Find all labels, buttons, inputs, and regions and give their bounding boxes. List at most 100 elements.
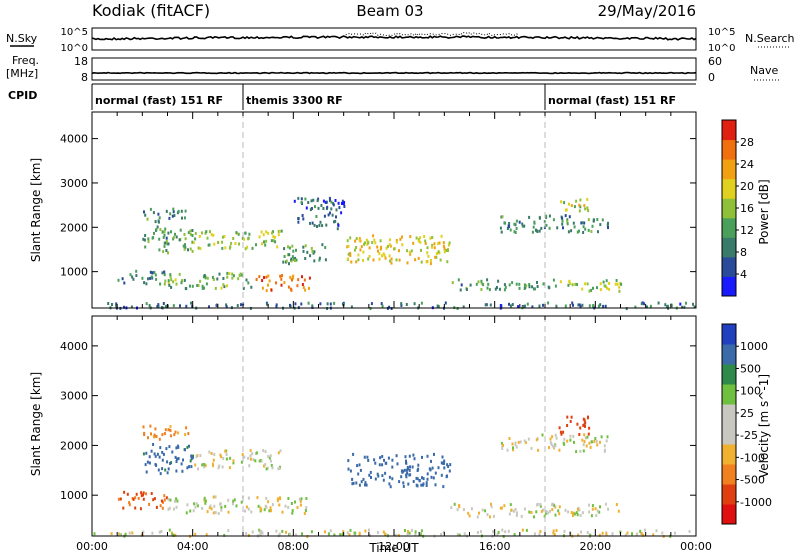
heatmap-cell (161, 271, 164, 275)
heatmap-cell (489, 303, 492, 307)
heatmap-cell (126, 492, 129, 496)
heatmap-cell (316, 225, 318, 228)
heatmap-cell (550, 442, 553, 446)
heatmap-cell (231, 276, 234, 280)
heatmap-cell (248, 464, 251, 468)
heatmap-cell (207, 243, 210, 247)
heatmap-cell (388, 238, 391, 242)
heatmap-cell (317, 206, 320, 210)
heatmap-cell (216, 277, 219, 281)
heatmap-cell (670, 304, 673, 308)
heatmap-cell (304, 197, 307, 201)
heatmap-cell (431, 243, 434, 247)
heatmap-cell (535, 510, 538, 514)
heatmap-cell (354, 531, 357, 535)
heatmap-cell (582, 443, 585, 447)
heatmap-cell (263, 508, 266, 512)
heatmap-cell (395, 239, 398, 242)
heatmap-cell (560, 200, 563, 204)
heatmap-cell (194, 463, 197, 467)
heatmap-cell (607, 507, 610, 511)
heatmap-cell (397, 533, 400, 537)
noise-sky-label: N.Sky (6, 32, 38, 45)
velocity-colorbar-label: Velocity [m s^-1] (757, 374, 771, 478)
heatmap-cell (190, 301, 193, 305)
heatmap-cell (603, 444, 606, 448)
heatmap-cell (383, 458, 385, 462)
heatmap-cell (280, 229, 283, 233)
heatmap-cell (599, 440, 601, 444)
heatmap-cell (583, 440, 586, 444)
heatmap-cell (302, 245, 305, 249)
heatmap-cell (544, 511, 547, 515)
heatmap-cell (155, 277, 158, 281)
heatmap-cell (163, 270, 166, 274)
heatmap-cell (167, 467, 170, 471)
heatmap-cell (260, 459, 263, 463)
heatmap-cell (149, 424, 152, 428)
heatmap-cell (379, 239, 382, 243)
heatmap-cell (349, 469, 352, 473)
heatmap-cell (240, 460, 243, 464)
heatmap-cell (184, 243, 186, 247)
heatmap-cell (582, 417, 585, 421)
heatmap-cell (258, 528, 261, 532)
y-tick-label: 4000 (60, 340, 88, 353)
heatmap-cell (220, 505, 223, 509)
heatmap-cell (184, 209, 187, 213)
heatmap-cell (150, 492, 153, 495)
heatmap-cell (110, 532, 113, 536)
heatmap-cell (646, 305, 648, 309)
heatmap-cell (163, 282, 166, 286)
heatmap-cell (300, 197, 303, 201)
heatmap-cell (520, 514, 523, 518)
heatmap-cell (281, 529, 284, 533)
heatmap-cell (141, 276, 144, 280)
heatmap-cell (586, 435, 589, 439)
colorbar-swatch (722, 484, 736, 505)
heatmap-cell (145, 282, 148, 286)
heatmap-cell (278, 229, 281, 233)
heatmap-cell (390, 261, 393, 265)
heatmap-cell (523, 304, 526, 308)
heatmap-cell (264, 463, 267, 466)
heatmap-cell (346, 245, 349, 249)
heatmap-cell (164, 468, 167, 472)
heatmap-cell (249, 457, 252, 461)
heatmap-cell (154, 427, 157, 431)
heatmap-cell (181, 469, 184, 473)
heatmap-cell (661, 531, 664, 535)
heatmap-cell (226, 275, 229, 279)
heatmap-cell (408, 454, 411, 458)
heatmap-cell (300, 201, 303, 204)
heatmap-cell (439, 258, 442, 262)
heatmap-cell (492, 530, 494, 534)
heatmap-cell (370, 476, 372, 479)
heatmap-cell (404, 529, 406, 532)
heatmap-cell (362, 258, 364, 262)
heatmap-cell (181, 216, 183, 220)
heatmap-cell (525, 528, 528, 532)
heatmap-cell (217, 512, 220, 515)
heatmap-cell (151, 531, 154, 535)
heatmap-cell (405, 468, 408, 472)
heatmap-cell (244, 247, 247, 251)
cpid-segments: normal (fast) 151 RF themis 3300 RF normal… (91, 84, 676, 110)
heatmap-cell (281, 510, 284, 514)
heatmap-cell (587, 218, 590, 222)
heatmap-cell (542, 303, 544, 307)
heatmap-cell (579, 198, 582, 202)
heatmap-cell (480, 288, 483, 291)
heatmap-cell (364, 483, 366, 487)
heatmap-cell (172, 507, 175, 511)
heatmap-cell (297, 220, 300, 224)
heatmap-cell (257, 504, 260, 508)
heatmap-cell (426, 246, 429, 250)
heatmap-cell (380, 302, 383, 306)
heatmap-cell (503, 283, 506, 287)
heatmap-cell (424, 239, 427, 243)
heatmap-cell (206, 510, 209, 514)
colorbar-tick-label: 1000 (740, 340, 768, 353)
heatmap-cell (503, 504, 506, 508)
heatmap-cell (518, 220, 521, 224)
